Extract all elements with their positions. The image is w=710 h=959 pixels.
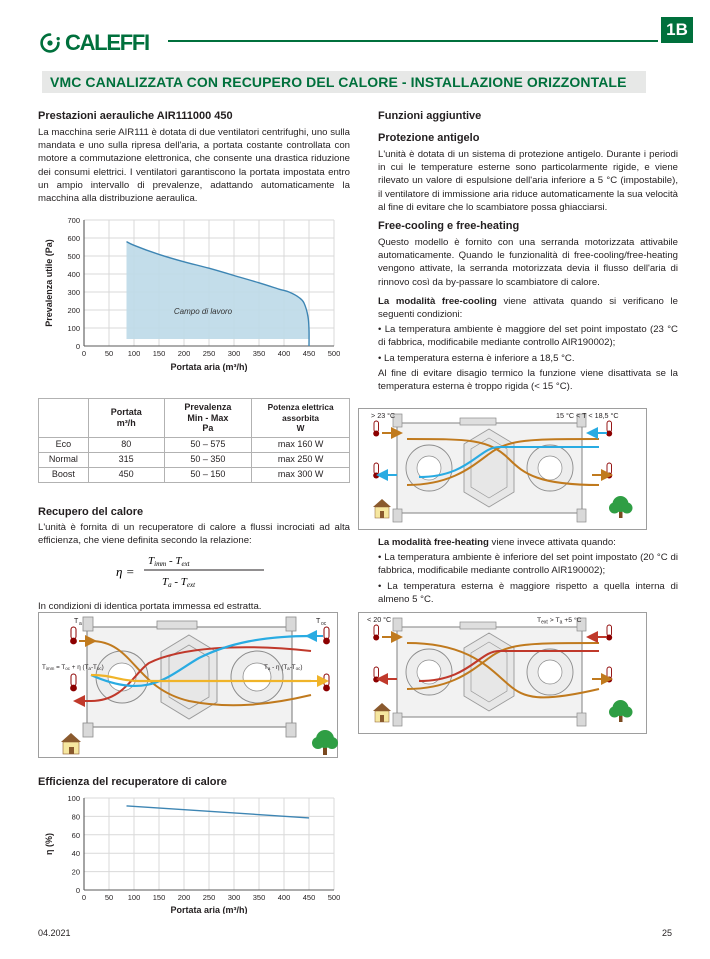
svg-text:100: 100 [128, 349, 141, 358]
svg-text:Ta - η (Ta-Toc): Ta - η (Ta-Toc) [264, 664, 303, 671]
svg-text:250: 250 [203, 349, 216, 358]
svg-text:a: a [79, 621, 82, 627]
svg-text:450: 450 [303, 349, 316, 358]
svg-text:200: 200 [67, 306, 80, 315]
svg-text:Timm - Text: Timm - Text [148, 555, 191, 568]
svg-text:0: 0 [76, 886, 80, 895]
svg-text:Portata aria (m³/h): Portata aria (m³/h) [170, 362, 247, 372]
svg-text:15 °C < T < 18,5 °C: 15 °C < T < 18,5 °C [556, 411, 619, 420]
svg-text:50: 50 [105, 349, 113, 358]
svg-text:Ta - Text: Ta - Text [162, 576, 196, 589]
svg-text:50: 50 [105, 893, 113, 902]
svg-text:200: 200 [178, 349, 191, 358]
svg-text:500: 500 [67, 252, 80, 261]
svg-text:η (%): η (%) [44, 833, 54, 855]
svg-text:Text > Ta +5 °C: Text > Ta +5 °C [537, 616, 582, 626]
svg-text:0: 0 [82, 349, 86, 358]
svg-text:500: 500 [328, 893, 341, 902]
svg-text:0: 0 [76, 342, 80, 351]
svg-text:400: 400 [278, 349, 291, 358]
svg-text:< 20 °C: < 20 °C [367, 615, 391, 624]
svg-text:300: 300 [67, 288, 80, 297]
svg-text:> 23 °C: > 23 °C [371, 411, 395, 420]
svg-text:600: 600 [67, 234, 80, 243]
svg-text:350: 350 [253, 349, 266, 358]
svg-text:Timm = Toc + η (Ta-Toc): Timm = Toc + η (Ta-Toc) [42, 664, 104, 671]
svg-text:150: 150 [153, 349, 166, 358]
svg-text:η =: η = [116, 564, 134, 579]
svg-text:200: 200 [178, 893, 191, 902]
svg-text:20: 20 [72, 868, 80, 877]
svg-text:300: 300 [228, 893, 241, 902]
svg-text:100: 100 [128, 893, 141, 902]
svg-text:100: 100 [67, 324, 80, 333]
svg-text:500: 500 [328, 349, 341, 358]
svg-text:150: 150 [153, 893, 166, 902]
svg-text:60: 60 [72, 831, 80, 840]
svg-text:400: 400 [278, 893, 291, 902]
svg-text:300: 300 [228, 349, 241, 358]
svg-text:80: 80 [72, 812, 80, 821]
svg-text:0: 0 [82, 893, 86, 902]
svg-text:700: 700 [67, 218, 80, 225]
svg-text:oc: oc [321, 621, 327, 627]
svg-text:Prevalenza utile (Pa): Prevalenza utile (Pa) [44, 239, 54, 327]
svg-text:40: 40 [72, 849, 80, 858]
svg-text:Campo di lavoro: Campo di lavoro [174, 307, 233, 316]
svg-text:100: 100 [67, 796, 80, 803]
svg-text:400: 400 [67, 270, 80, 279]
svg-text:Portata aria (m³/h): Portata aria (m³/h) [170, 905, 247, 914]
svg-text:450: 450 [303, 893, 316, 902]
svg-text:250: 250 [203, 893, 216, 902]
svg-text:350: 350 [253, 893, 266, 902]
